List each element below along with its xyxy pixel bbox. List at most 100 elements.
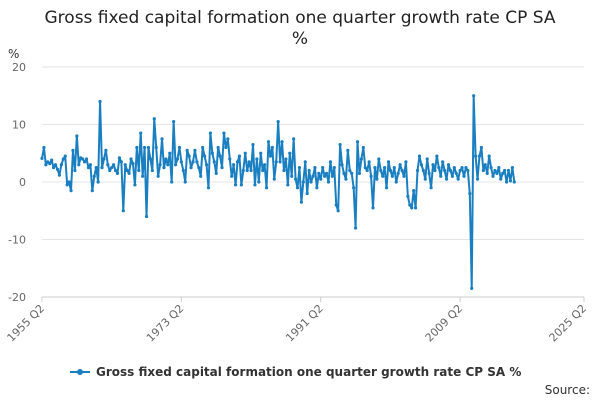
- data-point: [485, 171, 489, 175]
- data-point: [483, 163, 487, 167]
- data-point: [388, 168, 393, 173]
- legend: Gross fixed capital formation one quarte…: [70, 365, 521, 379]
- y-tick-label: -10: [8, 234, 26, 247]
- data-point: [222, 131, 226, 135]
- data-point: [88, 163, 92, 167]
- data-point: [158, 163, 162, 167]
- data-point: [197, 166, 201, 170]
- data-point: [415, 168, 420, 173]
- data-point: [472, 94, 476, 98]
- data-point: [121, 209, 125, 213]
- data-point: [241, 168, 245, 173]
- data-point: [177, 145, 182, 150]
- data-point: [491, 174, 495, 178]
- data-point: [398, 163, 402, 167]
- data-point: [274, 160, 278, 164]
- data-point: [77, 163, 81, 167]
- y-tick-label: -20: [8, 291, 26, 304]
- data-point: [441, 160, 445, 164]
- data-point: [73, 168, 77, 173]
- data-point: [307, 168, 311, 173]
- data-point: [270, 145, 274, 150]
- data-point: [245, 168, 249, 173]
- data-point: [295, 186, 300, 190]
- data-point: [369, 174, 373, 178]
- data-point: [96, 180, 100, 184]
- data-point: [468, 191, 472, 196]
- data-point: [437, 166, 441, 170]
- data-point: [421, 168, 425, 173]
- data-point: [191, 160, 195, 164]
- data-point: [301, 180, 305, 184]
- data-point: [417, 154, 422, 158]
- data-point: [340, 163, 344, 167]
- data-point: [353, 226, 358, 230]
- data-point: [247, 160, 251, 164]
- data-point: [474, 154, 478, 158]
- data-point: [305, 191, 309, 196]
- data-point: [444, 177, 449, 181]
- data-point: [144, 214, 149, 219]
- y-tick-label: 20: [12, 61, 26, 74]
- x-tick-label: 1973 Q2: [144, 302, 187, 345]
- data-point: [377, 157, 381, 161]
- data-point: [324, 171, 329, 175]
- data-point: [210, 151, 214, 155]
- data-point: [189, 166, 193, 170]
- data-point: [92, 174, 96, 178]
- data-point: [311, 174, 315, 178]
- data-point: [135, 145, 139, 150]
- data-point: [332, 166, 336, 170]
- data-point: [344, 177, 348, 181]
- data-point: [61, 157, 65, 161]
- data-point: [495, 171, 499, 175]
- data-point: [460, 166, 464, 170]
- data-point: [82, 160, 87, 164]
- data-point: [446, 163, 451, 167]
- data-point: [90, 189, 94, 193]
- data-point: [410, 206, 414, 210]
- data-point: [313, 166, 317, 170]
- data-point: [423, 177, 427, 181]
- data-point: [156, 174, 160, 178]
- data-point: [53, 163, 58, 167]
- data-point: [228, 157, 232, 161]
- data-point: [230, 174, 234, 178]
- data-point: [497, 166, 501, 170]
- data-point: [427, 171, 431, 175]
- x-tick-label: 2025 Q2: [547, 302, 590, 345]
- data-point: [272, 177, 276, 181]
- data-point: [392, 166, 396, 170]
- data-point: [419, 163, 423, 167]
- data-point: [334, 203, 338, 207]
- data-point: [323, 174, 327, 178]
- data-point: [373, 166, 377, 170]
- data-point: [365, 168, 369, 173]
- data-point: [297, 166, 302, 170]
- data-point: [464, 166, 468, 170]
- data-point: [44, 163, 48, 167]
- data-point: [352, 186, 356, 190]
- data-point: [435, 154, 439, 158]
- data-point: [137, 168, 141, 173]
- data-point: [367, 160, 371, 164]
- data-point: [342, 171, 346, 175]
- data-point: [299, 200, 303, 204]
- data-point: [199, 174, 203, 178]
- data-point: [361, 145, 365, 150]
- data-point: [493, 168, 497, 173]
- data-point: [309, 180, 313, 184]
- data-point: [141, 174, 145, 178]
- data-point: [433, 168, 437, 173]
- data-point: [264, 186, 269, 190]
- x-tick-label: 1991 Q2: [283, 302, 326, 345]
- data-point: [218, 154, 222, 158]
- data-point: [195, 160, 199, 164]
- data-point: [98, 99, 102, 104]
- data-point: [237, 154, 242, 158]
- data-point: [255, 157, 259, 161]
- data-point: [117, 156, 122, 160]
- data-point: [263, 163, 267, 167]
- data-point: [235, 160, 240, 164]
- data-point: [146, 145, 151, 150]
